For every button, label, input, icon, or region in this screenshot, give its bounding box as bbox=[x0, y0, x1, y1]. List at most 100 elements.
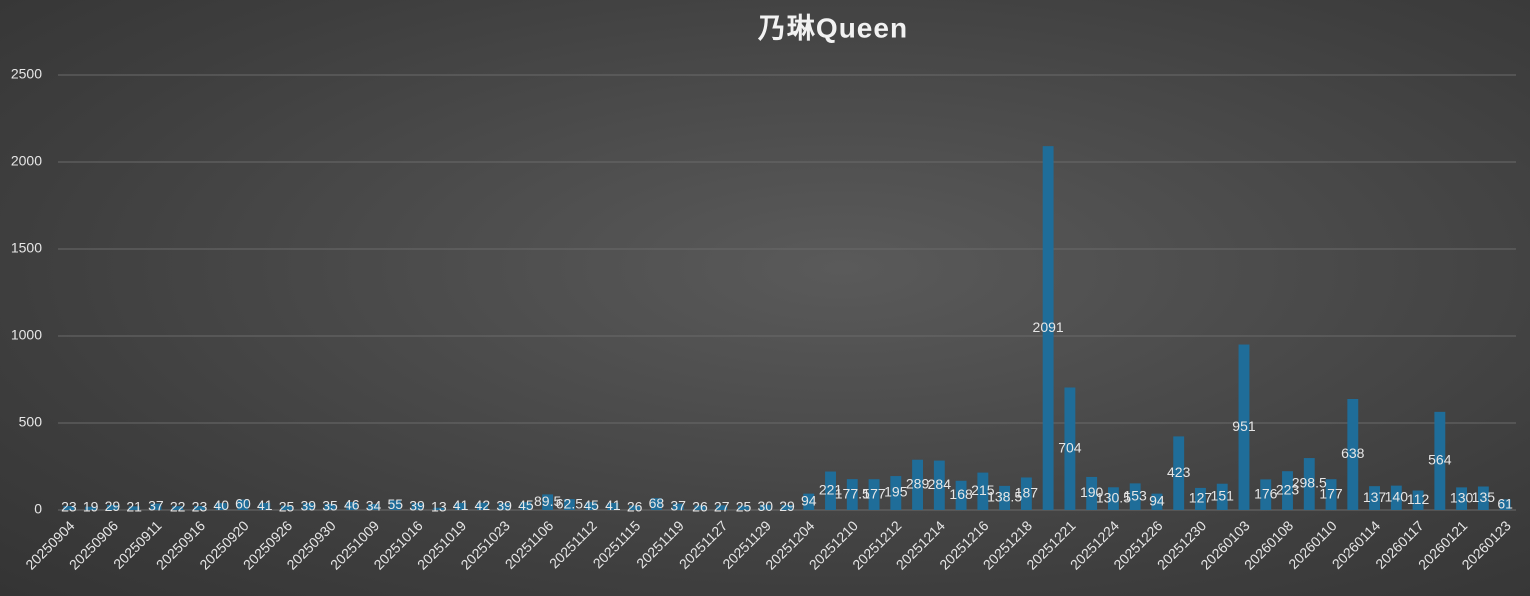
bar bbox=[650, 498, 662, 510]
data-label: 37 bbox=[148, 497, 164, 513]
y-tick-label: 1500 bbox=[11, 240, 42, 256]
bar bbox=[1456, 487, 1468, 510]
bar bbox=[629, 505, 641, 510]
bar bbox=[868, 479, 880, 510]
bar bbox=[1238, 344, 1250, 510]
data-label: 39 bbox=[409, 497, 425, 513]
data-label: 29 bbox=[105, 498, 121, 514]
bar bbox=[1086, 476, 1098, 510]
bar bbox=[977, 472, 989, 510]
bar bbox=[1412, 490, 1424, 510]
bar bbox=[1107, 487, 1119, 510]
bar bbox=[1195, 487, 1206, 510]
bar bbox=[1260, 479, 1272, 510]
bar bbox=[1042, 146, 1054, 510]
bar bbox=[1020, 477, 1032, 510]
data-label: 137 bbox=[1363, 489, 1387, 505]
data-label: 298.5 bbox=[1292, 475, 1327, 491]
bar bbox=[63, 505, 75, 510]
bar bbox=[607, 502, 619, 510]
bar bbox=[85, 506, 97, 510]
bar bbox=[672, 503, 684, 510]
data-label: 177 bbox=[862, 485, 886, 501]
bar bbox=[738, 505, 749, 510]
bar bbox=[1325, 479, 1337, 510]
data-label: 41 bbox=[257, 497, 273, 513]
chart-title: 乃琳Queen bbox=[758, 12, 908, 43]
bar bbox=[194, 505, 205, 510]
data-label: 168 bbox=[949, 486, 973, 502]
data-label: 177.5 bbox=[835, 485, 870, 501]
data-label: 23 bbox=[61, 499, 77, 515]
data-label: 40 bbox=[213, 497, 229, 513]
data-label: 23 bbox=[192, 499, 208, 515]
data-label: 89.5 bbox=[534, 493, 561, 509]
bar bbox=[694, 505, 706, 510]
bar bbox=[1064, 387, 1076, 510]
bar bbox=[128, 506, 140, 510]
data-label: 140 bbox=[1385, 489, 1409, 505]
data-label: 564 bbox=[1428, 452, 1452, 468]
bar bbox=[259, 502, 271, 510]
bar bbox=[281, 505, 292, 510]
data-label: 284 bbox=[928, 476, 952, 492]
data-label: 151 bbox=[1211, 488, 1235, 504]
data-label: 215 bbox=[971, 482, 995, 498]
data-label: 29 bbox=[779, 498, 795, 514]
bar bbox=[237, 499, 249, 510]
data-label: 187 bbox=[1015, 484, 1039, 500]
bar bbox=[999, 485, 1011, 510]
data-label: 30 bbox=[757, 498, 773, 514]
data-label: 21 bbox=[126, 499, 142, 515]
bar bbox=[1477, 486, 1489, 510]
bar bbox=[433, 507, 445, 510]
bar bbox=[759, 504, 771, 510]
data-label: 26 bbox=[627, 498, 643, 514]
bar bbox=[520, 502, 532, 510]
data-label: 41 bbox=[453, 497, 469, 513]
bar bbox=[1347, 398, 1359, 510]
data-label: 61 bbox=[1497, 495, 1513, 511]
y-tick-label: 2500 bbox=[11, 66, 42, 82]
data-label: 638 bbox=[1341, 445, 1365, 461]
data-label: 177 bbox=[1319, 485, 1343, 501]
data-label: 68 bbox=[649, 495, 665, 511]
data-label: 951 bbox=[1232, 418, 1256, 434]
data-label: 94 bbox=[801, 493, 817, 509]
bar bbox=[368, 504, 379, 510]
data-label: 55 bbox=[388, 496, 404, 512]
y-tick-label: 2000 bbox=[11, 153, 42, 169]
y-tick-label: 1000 bbox=[11, 327, 42, 343]
data-label: 37 bbox=[670, 497, 686, 513]
data-label: 13 bbox=[431, 499, 447, 515]
y-tick-label: 0 bbox=[34, 501, 42, 517]
data-label: 39 bbox=[300, 497, 316, 513]
data-label: 176 bbox=[1254, 485, 1278, 501]
bar bbox=[172, 506, 184, 510]
data-label: 45 bbox=[518, 497, 534, 513]
data-label: 19 bbox=[83, 499, 99, 515]
data-label: 138.5 bbox=[987, 489, 1022, 505]
x-tick-label: 20251106 bbox=[502, 517, 557, 572]
bar bbox=[1369, 486, 1380, 510]
data-label: 42 bbox=[475, 497, 491, 513]
data-label: 112 bbox=[1407, 491, 1430, 507]
data-label: 26 bbox=[692, 498, 708, 514]
data-label: 46 bbox=[344, 497, 360, 513]
data-label: 2091 bbox=[1033, 319, 1064, 335]
bar bbox=[825, 471, 836, 510]
bar bbox=[1173, 436, 1185, 510]
data-label: 27 bbox=[714, 498, 730, 514]
data-label: 41 bbox=[605, 497, 621, 513]
data-label: 223 bbox=[1276, 481, 1300, 497]
bar bbox=[563, 499, 575, 510]
data-label: 127 bbox=[1189, 490, 1213, 506]
data-label: 704 bbox=[1058, 439, 1082, 455]
bar bbox=[302, 503, 314, 510]
bar bbox=[1390, 485, 1402, 510]
bar bbox=[324, 503, 336, 510]
bar bbox=[890, 476, 902, 510]
data-label: 289 bbox=[906, 476, 930, 492]
bar bbox=[150, 503, 162, 510]
